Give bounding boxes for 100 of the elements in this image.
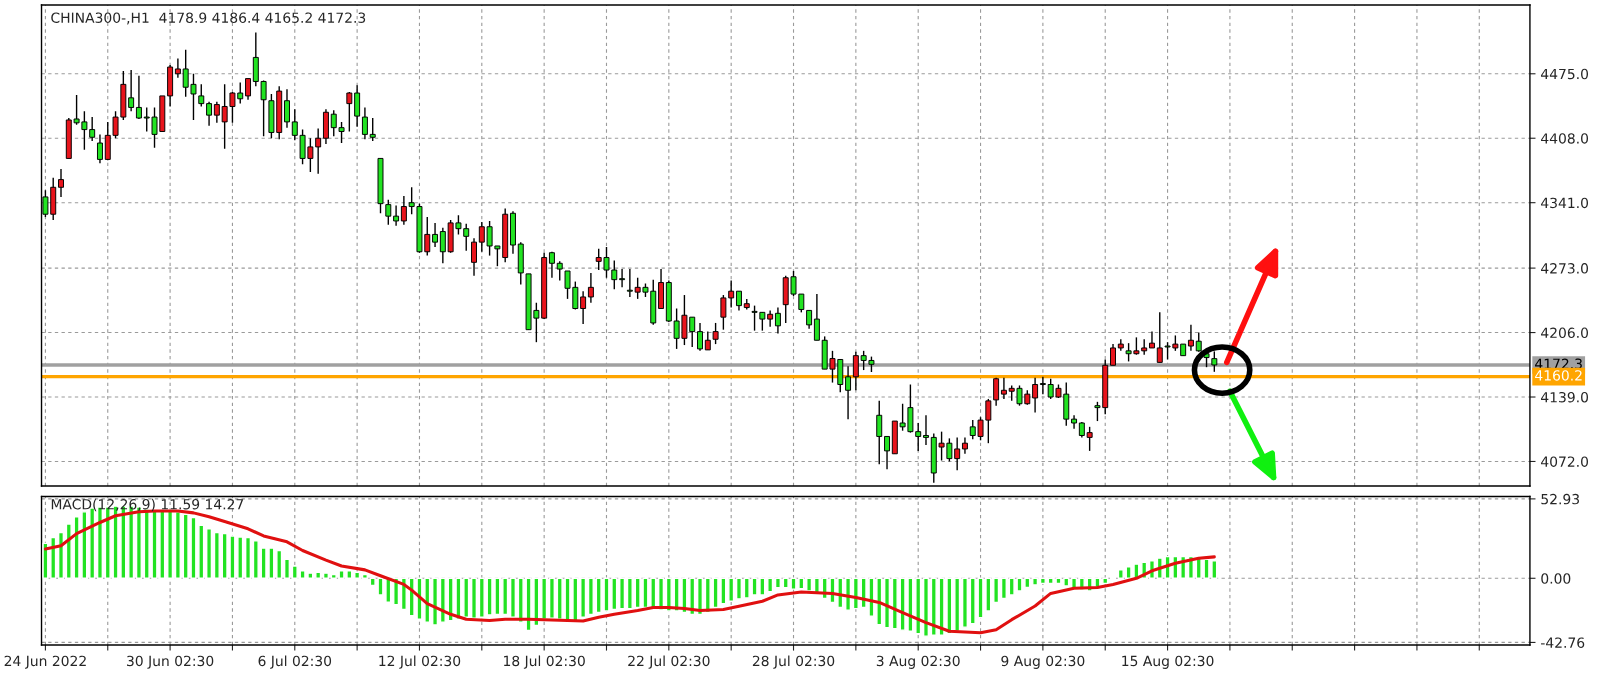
x-tick-label: 22 Jul 02:30 xyxy=(628,655,710,669)
bar xyxy=(915,577,922,635)
bar xyxy=(735,577,743,600)
bar xyxy=(322,572,329,579)
y-tick-label: 4408.0 xyxy=(1541,133,1589,144)
bar xyxy=(580,577,587,618)
x-tick-label: 24 Jun 2022 xyxy=(4,655,86,669)
bar xyxy=(65,523,72,579)
candlestick xyxy=(548,251,555,279)
bar xyxy=(439,577,446,623)
bar xyxy=(689,577,696,616)
candlestick xyxy=(697,322,703,352)
candlestick xyxy=(923,414,929,446)
bar xyxy=(541,577,548,620)
bar xyxy=(42,542,49,579)
candlestick xyxy=(400,195,407,226)
bar xyxy=(432,577,439,626)
candlestick xyxy=(198,83,205,108)
x-tick-label: 12 Jul 02:30 xyxy=(379,655,461,669)
bar xyxy=(626,577,633,610)
bar xyxy=(478,577,485,618)
candlestick xyxy=(1211,350,1218,373)
y-tick-label: 4475.0 xyxy=(1541,68,1589,80)
x-tick-label: 6 Jul 02:30 xyxy=(258,655,332,669)
bar xyxy=(767,577,774,593)
candlestick xyxy=(587,272,594,304)
bar xyxy=(969,577,976,625)
bar xyxy=(167,509,174,579)
bar xyxy=(954,577,961,632)
bar xyxy=(252,540,259,579)
bar xyxy=(961,577,968,628)
bar xyxy=(502,577,509,616)
bar xyxy=(244,536,252,579)
x-tick-label: 15 Aug 02:30 xyxy=(1122,655,1214,669)
candlestick xyxy=(385,199,392,226)
candlestick xyxy=(206,100,213,127)
candlestick xyxy=(354,84,361,128)
candlestick xyxy=(845,365,852,420)
bar xyxy=(463,577,470,618)
bar xyxy=(470,577,478,619)
candlestick xyxy=(735,290,742,312)
bar xyxy=(876,577,883,626)
bar xyxy=(354,571,361,579)
candlestick xyxy=(626,268,633,298)
candlestick xyxy=(852,351,859,391)
bar xyxy=(548,577,555,619)
bar xyxy=(658,577,665,611)
candlestick xyxy=(767,309,774,328)
bar xyxy=(206,528,213,579)
y-tick-label: 4072.0 xyxy=(1541,456,1589,467)
y-tick-label: 4206.0 xyxy=(1541,327,1589,339)
y-tick-label: 52.93 xyxy=(1541,493,1579,505)
y-tick-label: 4273.0 xyxy=(1541,263,1589,274)
candlestick xyxy=(1032,377,1039,414)
chart-title: MACD(12,26,9) 11.59 14.27 xyxy=(51,498,244,512)
candlestick xyxy=(813,293,820,341)
candlestick xyxy=(884,435,891,470)
bar xyxy=(665,577,672,612)
bar xyxy=(213,531,220,579)
bar xyxy=(993,577,1000,604)
bar xyxy=(1000,577,1007,600)
bar xyxy=(517,577,524,623)
candlestick xyxy=(369,117,376,142)
y-tick-label: 4341.0 xyxy=(1541,197,1589,209)
x-tick-label: 30 Jun 02:30 xyxy=(127,655,214,669)
candlestick xyxy=(1039,376,1046,395)
bar xyxy=(1117,569,1124,579)
candlestick xyxy=(471,237,477,277)
chart-title: CHINA300-,H1 4178.9 4186.4 4165.2 4172.3 xyxy=(51,12,366,25)
bar xyxy=(174,511,181,579)
bar xyxy=(845,577,852,611)
candlestick xyxy=(619,268,626,289)
bar xyxy=(424,577,431,623)
bar xyxy=(57,531,65,579)
candlestick xyxy=(556,260,563,282)
y-tick-label: 4139.0 xyxy=(1541,391,1589,403)
bar xyxy=(509,577,517,618)
candlestick xyxy=(284,88,290,129)
bar xyxy=(743,577,750,599)
candlestick xyxy=(1000,377,1007,400)
bar xyxy=(619,577,626,610)
bar xyxy=(1102,577,1109,585)
bar xyxy=(774,577,781,589)
bar xyxy=(291,565,298,579)
bar xyxy=(237,536,244,579)
bar xyxy=(1032,577,1039,586)
bar xyxy=(891,577,898,630)
bar xyxy=(315,571,322,579)
bar xyxy=(587,577,594,616)
candlestick xyxy=(174,57,181,79)
candlestick xyxy=(128,69,135,112)
x-tick-label: 9 Aug 02:30 xyxy=(1001,655,1085,669)
candlestick xyxy=(245,77,252,101)
candlestick xyxy=(1187,324,1194,352)
bar xyxy=(728,577,735,602)
y-tick-label: 0.00 xyxy=(1541,573,1571,584)
candlestick xyxy=(1110,343,1116,366)
candlestick xyxy=(393,204,400,227)
bar xyxy=(361,573,368,579)
bar xyxy=(283,558,291,579)
